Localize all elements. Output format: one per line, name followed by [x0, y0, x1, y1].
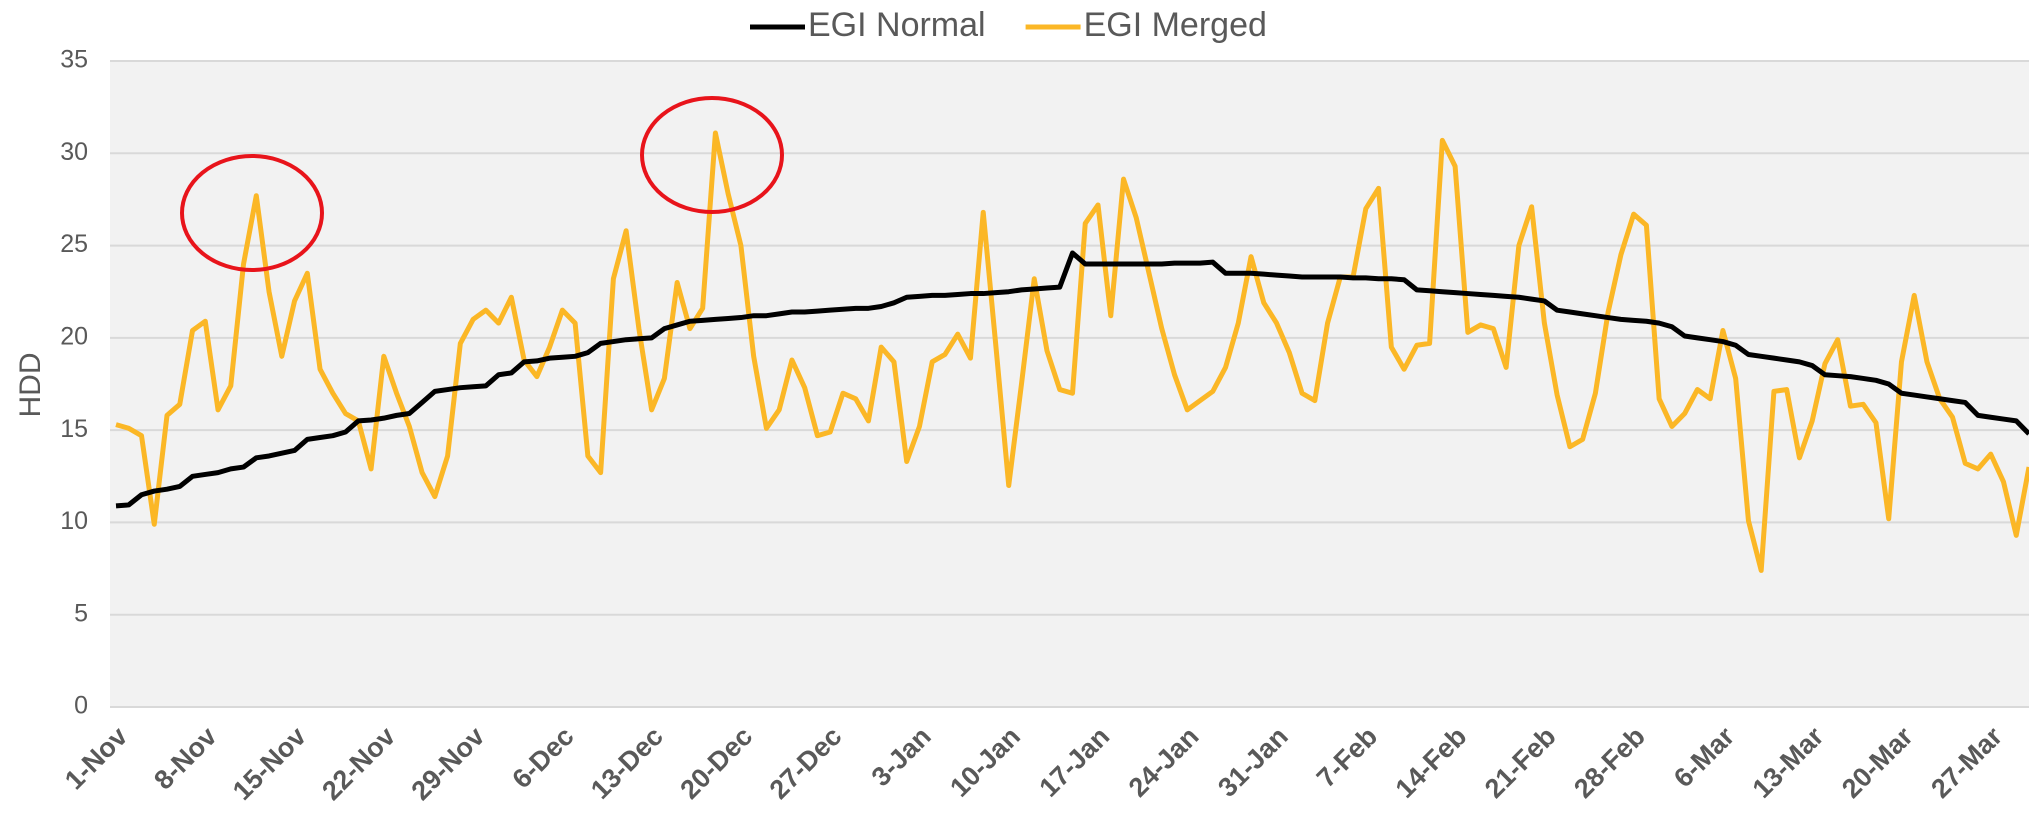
- y-tick-label: 0: [74, 692, 88, 720]
- series-line: [115, 250, 2029, 509]
- x-tick-label: 20-Mar: [1836, 721, 1919, 804]
- x-tick-label: 3-Jan: [866, 721, 937, 792]
- x-tick-label: 1-Nov: [59, 721, 133, 795]
- x-tick-label: 8-Nov: [148, 721, 222, 795]
- x-tick-label: 6-Dec: [506, 721, 579, 794]
- legend: EGI Normal EGI Merged: [750, 6, 1267, 44]
- grid: [110, 60, 2029, 708]
- y-tick-label: 35: [60, 46, 88, 74]
- highlight-circle: [180, 154, 324, 272]
- series-line: [115, 130, 2029, 573]
- y-tick-label: 30: [60, 138, 88, 166]
- x-tick-label: 13-Mar: [1747, 721, 1830, 804]
- x-tick-label: 17-Jan: [1034, 721, 1116, 803]
- legend-label: EGI Merged: [1084, 6, 1267, 44]
- x-tick-label: 27-Mar: [1925, 721, 2008, 804]
- lines: [115, 130, 2029, 573]
- y-tick-label: 20: [60, 322, 88, 350]
- legend-label: EGI Normal: [808, 6, 986, 44]
- x-tick-label: 6-Mar: [1668, 721, 1740, 793]
- y-tick-label: 15: [60, 415, 88, 443]
- y-axis-label: HDD: [14, 353, 47, 418]
- x-tick-label: 28-Feb: [1568, 721, 1651, 804]
- x-tick-label: 31-Jan: [1212, 721, 1294, 803]
- x-tick-label: 24-Jan: [1123, 721, 1205, 803]
- x-tick-label: 29-Nov: [405, 721, 490, 806]
- x-tick-label: 21-Feb: [1479, 721, 1562, 804]
- x-tick-label: 13-Dec: [585, 721, 669, 805]
- x-tick-label: 7-Feb: [1311, 721, 1383, 793]
- x-tick-label: 15-Nov: [227, 721, 312, 806]
- x-tick-label: 14-Feb: [1390, 721, 1473, 804]
- y-tick-label: 5: [74, 599, 88, 627]
- x-tick-label: 10-Jan: [944, 721, 1026, 803]
- y-tick-label: 25: [60, 230, 88, 258]
- plot-area: [110, 61, 2029, 707]
- highlight-circle: [640, 96, 784, 214]
- x-tick-label: 22-Nov: [316, 721, 401, 806]
- x-tick-label: 20-Dec: [674, 721, 758, 805]
- y-tick-label: 10: [60, 507, 88, 535]
- x-tick-label: 27-Dec: [764, 721, 848, 805]
